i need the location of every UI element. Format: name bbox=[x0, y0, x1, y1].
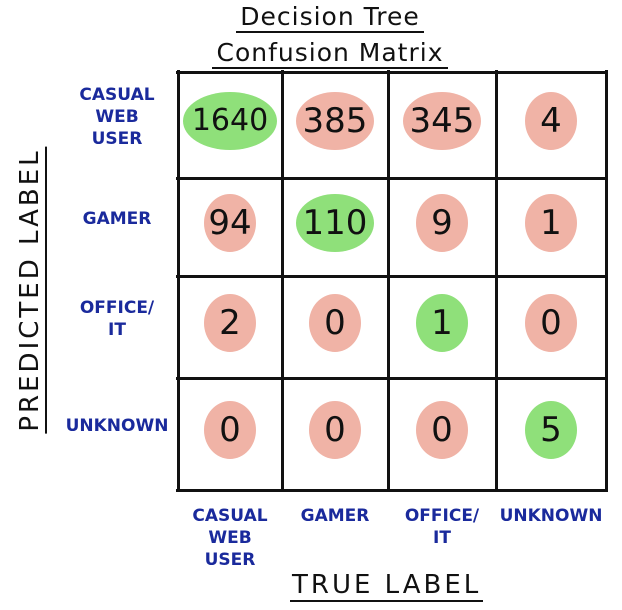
grid-line-horizontal bbox=[176, 275, 608, 278]
cell-highlight-incorrect bbox=[309, 294, 361, 352]
cell-value: 0 bbox=[219, 410, 241, 450]
cell-value: 1 bbox=[431, 303, 453, 343]
cell-highlight-incorrect bbox=[204, 401, 256, 459]
grid-line-vertical bbox=[605, 70, 608, 492]
cell-value: 385 bbox=[302, 101, 368, 141]
grid-line-vertical bbox=[387, 70, 390, 492]
cell-value: 110 bbox=[302, 203, 368, 243]
cell-value: 1 bbox=[540, 203, 562, 243]
cell-value: 94 bbox=[208, 203, 252, 243]
cell-highlight-incorrect bbox=[525, 294, 577, 352]
cell-highlight-correct bbox=[183, 92, 277, 150]
grid-line-horizontal bbox=[176, 489, 608, 492]
cell-highlight-correct bbox=[525, 401, 577, 459]
grid-line-vertical bbox=[495, 70, 498, 492]
cell-value: 345 bbox=[409, 101, 475, 141]
row-label: OFFICE/ IT bbox=[79, 298, 155, 340]
grid-line-vertical bbox=[281, 70, 284, 492]
cell-highlight-incorrect bbox=[416, 401, 468, 459]
column-label: GAMER bbox=[300, 506, 370, 526]
cell-value: 0 bbox=[324, 303, 346, 343]
cell-value: 0 bbox=[324, 410, 346, 450]
cell-value: 0 bbox=[431, 410, 453, 450]
y-axis-title: PREDICTED LABEL bbox=[15, 146, 47, 434]
cell-highlight-correct bbox=[416, 294, 468, 352]
column-label: OFFICE/ IT bbox=[404, 506, 480, 548]
cell-highlight-incorrect bbox=[204, 194, 256, 252]
cell-value: 2 bbox=[219, 303, 241, 343]
column-label: CASUAL WEB USER bbox=[192, 506, 268, 570]
cell-value: 0 bbox=[540, 303, 562, 343]
cell-value: 4 bbox=[540, 101, 562, 141]
grid-line-horizontal bbox=[176, 71, 608, 74]
cell-highlight-incorrect bbox=[204, 294, 256, 352]
cell-highlight-incorrect bbox=[525, 194, 577, 252]
grid-line-horizontal bbox=[176, 177, 608, 180]
row-label: CASUAL WEB USER bbox=[79, 85, 155, 149]
x-axis-title: TRUE LABEL bbox=[290, 570, 484, 602]
chart-title-line-2: Confusion Matrix bbox=[180, 38, 480, 69]
chart-title-line-1: Decision Tree bbox=[180, 2, 480, 33]
cell-highlight-correct bbox=[296, 194, 374, 252]
cell-highlight-incorrect bbox=[296, 92, 374, 150]
column-label: UNKNOWN bbox=[499, 506, 603, 526]
cell-highlight-incorrect bbox=[403, 92, 481, 150]
cell-value: 1640 bbox=[191, 103, 269, 138]
cell-value: 5 bbox=[540, 410, 562, 450]
grid-line-vertical bbox=[177, 70, 180, 492]
row-label: UNKNOWN bbox=[65, 416, 169, 436]
grid-line-horizontal bbox=[176, 377, 608, 380]
row-label: GAMER bbox=[82, 209, 152, 229]
cell-highlight-incorrect bbox=[309, 401, 361, 459]
cell-highlight-incorrect bbox=[525, 92, 577, 150]
cell-value: 9 bbox=[431, 203, 453, 243]
cell-highlight-incorrect bbox=[416, 194, 468, 252]
